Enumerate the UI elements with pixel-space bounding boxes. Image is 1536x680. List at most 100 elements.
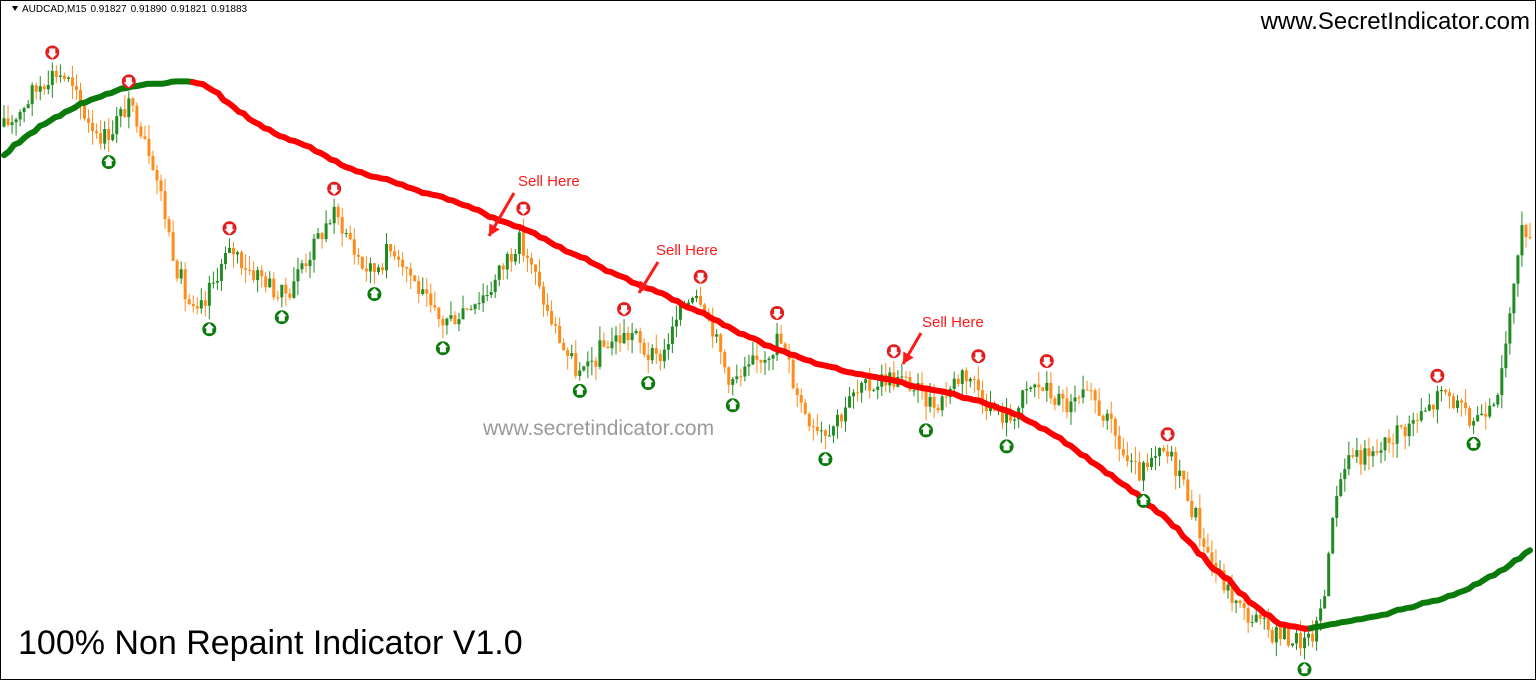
bear-candle (1447, 388, 1451, 409)
candle-body (107, 128, 111, 141)
bear-candle (191, 295, 195, 313)
candle-body (835, 414, 839, 427)
candle-body (779, 333, 783, 344)
bull-candle (489, 281, 493, 298)
bull-candle (1339, 472, 1343, 498)
bull-candle (674, 305, 678, 338)
candle-body (376, 267, 380, 273)
candle-body (928, 396, 932, 407)
bull-candle (1427, 393, 1431, 412)
bear-candle (1451, 392, 1455, 410)
candle-body (1391, 443, 1395, 445)
bull-candle (1335, 485, 1339, 527)
buy-arrow-shape (276, 311, 287, 322)
bear-candle (811, 418, 815, 441)
bear-candle (364, 256, 368, 282)
buy-arrow-shape (103, 156, 114, 167)
candle-body (236, 252, 240, 255)
sell-here-annotation: Sell Here (901, 314, 984, 365)
candle-body (1447, 392, 1451, 397)
candle-body (807, 413, 811, 427)
candle-body (1282, 626, 1286, 640)
bull-candle (115, 106, 119, 143)
bull-candle (582, 365, 586, 372)
candle-body (95, 131, 99, 134)
bear-candle (1133, 446, 1137, 475)
candle-body (912, 390, 916, 392)
candle-body (50, 70, 54, 85)
bull-candle (860, 381, 864, 403)
candle-body (803, 402, 807, 414)
bear-candle (1053, 395, 1057, 411)
bear-candle (1037, 371, 1041, 400)
candle-body (461, 308, 465, 320)
candle-body (203, 300, 207, 306)
bull-candle (1307, 630, 1311, 647)
bull-candle (1303, 628, 1307, 660)
candle-body (1182, 470, 1186, 480)
candle-body (1258, 614, 1262, 619)
candle-body (666, 344, 670, 350)
bull-candle (1170, 445, 1174, 461)
bull-candle (10, 115, 14, 134)
sell-here-arrowhead-icon (489, 223, 500, 236)
candle-body (1226, 584, 1230, 591)
bear-candle (401, 252, 405, 276)
candle-body (763, 359, 767, 363)
candle-body (610, 341, 614, 349)
candle-body (175, 260, 179, 279)
candle-body (155, 169, 159, 181)
candle-body (775, 333, 779, 356)
bull-candle (256, 266, 260, 293)
buy-arrow-icon (367, 287, 382, 302)
candle-body (433, 305, 437, 308)
ma-up-segment (1307, 547, 1533, 632)
candle-body (1403, 426, 1407, 437)
candle-body (570, 353, 574, 356)
bull-candle (1069, 394, 1073, 425)
bull-candle (505, 251, 509, 280)
sell-arrow-icon (1160, 427, 1175, 442)
bear-candle (87, 109, 91, 133)
bull-candle (26, 99, 30, 109)
bear-candle (195, 297, 199, 315)
candle-body (1363, 448, 1367, 465)
candle-body (1093, 390, 1097, 401)
candle-body (199, 300, 203, 309)
candle-body (147, 138, 151, 156)
bull-candle (308, 251, 312, 279)
candle-body (1520, 225, 1524, 256)
sell-arrow-shape (695, 272, 706, 283)
candle-body (1242, 603, 1246, 609)
bear-candle (183, 262, 187, 312)
candle-body (1033, 384, 1037, 388)
candle-body (6, 118, 10, 126)
candle-body (634, 331, 638, 334)
candle-body (960, 370, 964, 384)
candle-body (163, 191, 167, 220)
bull-candle (1476, 406, 1480, 423)
candle-body (485, 294, 489, 296)
dropdown-triangle-icon[interactable] (12, 6, 18, 11)
bear-candle (1528, 223, 1532, 240)
bull-candle (296, 257, 300, 296)
candle-body (932, 396, 936, 408)
bear-candle (980, 380, 984, 415)
candle-body (332, 206, 336, 224)
bear-candle (815, 414, 819, 436)
bear-candle (964, 367, 968, 395)
candle-body (1415, 420, 1419, 422)
bear-candle (340, 207, 344, 247)
sell-arrow-shape (518, 204, 529, 215)
bear-candle (1097, 388, 1101, 417)
candle-body (1025, 389, 1029, 391)
candle-body (562, 342, 566, 351)
candle-body (980, 390, 984, 406)
candle-body (1468, 408, 1472, 426)
candle-body (1117, 435, 1121, 450)
bear-candle (823, 428, 827, 450)
bear-candle (203, 290, 207, 317)
candle-body (703, 304, 707, 313)
